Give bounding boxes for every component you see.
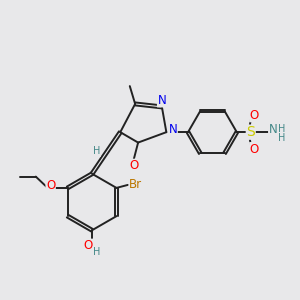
- Text: N: N: [269, 123, 278, 136]
- Text: H: H: [93, 146, 100, 157]
- Text: N: N: [158, 94, 166, 107]
- Text: H: H: [278, 124, 286, 134]
- Text: H: H: [278, 133, 286, 143]
- Text: H: H: [93, 247, 100, 257]
- Text: N: N: [169, 123, 177, 136]
- Text: O: O: [84, 239, 93, 252]
- Text: O: O: [250, 142, 259, 156]
- Text: Br: Br: [129, 178, 142, 191]
- Text: O: O: [130, 159, 139, 172]
- Text: S: S: [246, 125, 255, 139]
- Text: O: O: [46, 179, 55, 192]
- Text: O: O: [250, 109, 259, 122]
